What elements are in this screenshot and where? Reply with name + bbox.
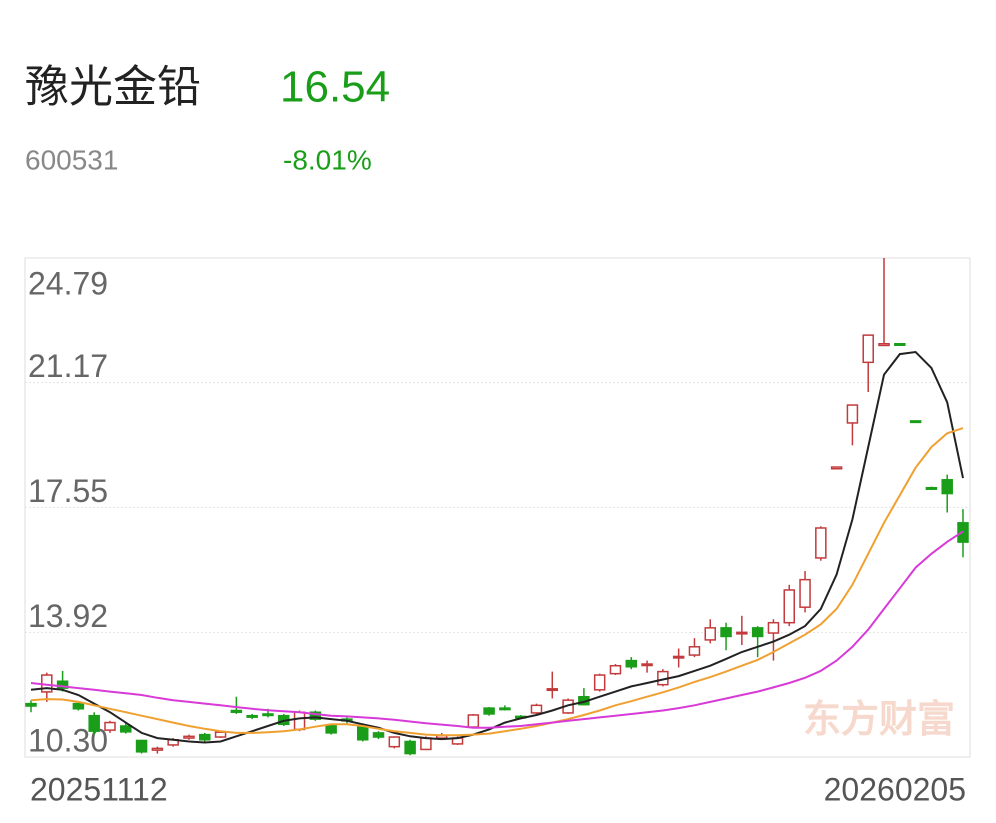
candle-body bbox=[246, 714, 258, 718]
candle-body bbox=[214, 731, 227, 738]
candle-body bbox=[688, 646, 701, 656]
candle-body bbox=[815, 527, 827, 559]
candle-body bbox=[467, 714, 480, 728]
candle-body bbox=[736, 631, 748, 635]
candle-body bbox=[88, 714, 100, 732]
candle-body bbox=[641, 663, 653, 667]
candle-body bbox=[941, 479, 953, 495]
x-tick-label: 20260205 bbox=[824, 771, 966, 807]
candle-body bbox=[388, 736, 401, 748]
y-tick-label: 13.92 bbox=[28, 598, 108, 634]
candle-body bbox=[878, 342, 890, 347]
candle-body bbox=[767, 621, 780, 634]
moving-average-line bbox=[30, 530, 964, 729]
candle-body bbox=[704, 627, 717, 641]
candle-body bbox=[104, 721, 116, 731]
candle-body bbox=[372, 732, 385, 738]
y-tick-label: 24.79 bbox=[28, 265, 108, 301]
y-tick-label: 17.55 bbox=[28, 473, 108, 509]
candle-body bbox=[925, 486, 938, 490]
change: -8.01% bbox=[283, 144, 372, 175]
candle-body bbox=[230, 709, 243, 713]
candle-body bbox=[799, 578, 811, 608]
y-tick-label: 21.17 bbox=[28, 348, 108, 384]
candle-body bbox=[783, 589, 795, 624]
candle-body bbox=[25, 702, 37, 707]
candle-body bbox=[846, 404, 859, 424]
candle-body bbox=[151, 747, 164, 751]
stock-name: 豫光金铅 bbox=[25, 63, 201, 112]
candle-body bbox=[325, 724, 337, 734]
candle-body bbox=[751, 627, 764, 638]
moving-average-line bbox=[30, 350, 964, 744]
candle-body bbox=[625, 659, 638, 668]
candle-body bbox=[862, 334, 874, 364]
candle-body bbox=[309, 711, 322, 720]
candle-body bbox=[262, 713, 274, 717]
candle-body bbox=[120, 725, 132, 733]
candle-body bbox=[199, 733, 211, 741]
candle-body bbox=[530, 704, 543, 714]
candle-body bbox=[894, 342, 906, 346]
candle-body bbox=[499, 707, 511, 711]
moving-average-line bbox=[30, 427, 964, 737]
candle-body bbox=[293, 711, 306, 731]
candle-body bbox=[609, 664, 622, 675]
candle-body bbox=[356, 725, 369, 741]
candle-body bbox=[56, 680, 69, 689]
candle-body bbox=[830, 466, 843, 470]
candle-body bbox=[183, 735, 195, 739]
watermark: 东方财富 bbox=[803, 698, 955, 741]
price: 16.54 bbox=[280, 63, 390, 112]
candle-body bbox=[72, 702, 85, 710]
candle-body bbox=[672, 655, 685, 659]
candle-body bbox=[420, 737, 432, 751]
candle-body bbox=[546, 688, 559, 692]
x-tick-label: 20251112 bbox=[30, 771, 168, 807]
stock-code: 600531 bbox=[25, 144, 118, 175]
candle-body bbox=[720, 627, 732, 638]
candle-body bbox=[404, 740, 416, 755]
candle-body bbox=[593, 674, 606, 691]
candle-body bbox=[135, 739, 148, 753]
candle-body bbox=[909, 420, 922, 424]
candle-body bbox=[483, 707, 495, 715]
